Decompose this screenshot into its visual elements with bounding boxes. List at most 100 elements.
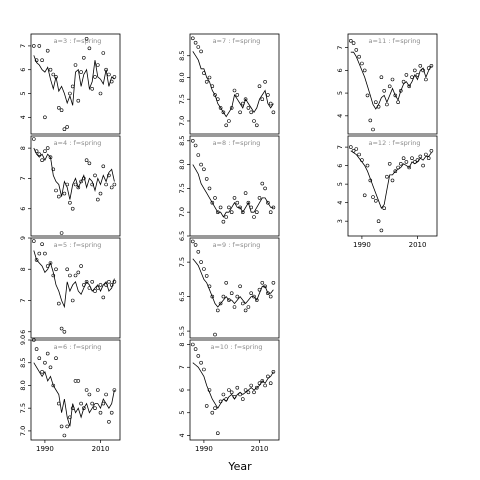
data-point <box>268 381 273 386</box>
data-point <box>56 401 61 406</box>
data-point <box>84 279 89 284</box>
panel-5: a=8 : f=spring 6.5 7.0 7.5 8.0 8.5 <box>178 135 280 241</box>
data-point <box>271 110 276 115</box>
data-point <box>382 206 387 210</box>
data-point <box>109 410 114 415</box>
data-point <box>90 87 94 91</box>
data-point <box>221 219 226 224</box>
data-point <box>348 38 353 43</box>
x-tick-label: 2010 <box>92 445 110 453</box>
data-point <box>65 182 69 187</box>
data-point <box>426 66 431 70</box>
data-point <box>79 179 83 184</box>
data-point <box>260 181 265 186</box>
data-point <box>199 162 203 167</box>
model-line <box>192 362 274 409</box>
data-point <box>31 44 36 48</box>
data-point <box>93 406 97 411</box>
y-tick-label: 6 <box>19 68 27 72</box>
panel-title: a=8 : f=spring <box>213 139 261 147</box>
data-point <box>96 197 100 202</box>
data-point <box>360 158 364 162</box>
data-point <box>59 424 64 429</box>
panel-frame <box>347 135 438 237</box>
data-point <box>70 84 75 89</box>
y-tick-label: 7.0 <box>178 116 186 126</box>
data-point <box>249 291 253 296</box>
data-point <box>90 401 94 406</box>
data-point <box>51 167 56 172</box>
x-tick-label: 1990 <box>353 241 371 249</box>
data-point <box>227 119 231 123</box>
data-point <box>210 200 215 205</box>
data-point <box>84 158 89 162</box>
model-line <box>350 51 432 110</box>
data-point <box>232 305 237 309</box>
panel-8: a=11 : f=spring 4 5 6 7 <box>336 33 438 135</box>
data-point <box>73 182 78 187</box>
data-point <box>98 91 103 96</box>
model-line <box>192 164 274 218</box>
data-point <box>227 205 231 210</box>
data-point <box>263 186 267 191</box>
x-tick-label: 1990 <box>195 445 213 453</box>
data-point <box>252 294 256 299</box>
data-point <box>418 154 423 159</box>
data-point <box>357 152 361 157</box>
data-point <box>426 156 431 160</box>
data-point <box>40 242 44 246</box>
data-point <box>224 397 228 401</box>
y-tick-label: 6.5 <box>178 291 186 301</box>
data-point <box>96 286 100 290</box>
data-point <box>56 106 61 110</box>
data-point <box>404 73 409 77</box>
panel-frame <box>189 135 280 237</box>
y-tick-label: 6 <box>178 388 186 392</box>
data-point <box>79 264 83 268</box>
data-point <box>235 200 240 205</box>
data-point <box>404 160 409 164</box>
data-point <box>112 388 117 392</box>
data-point <box>199 360 203 365</box>
data-point <box>379 228 384 233</box>
data-point <box>31 239 36 243</box>
data-point <box>191 239 195 244</box>
data-point <box>401 156 406 160</box>
data-point <box>260 97 265 101</box>
data-point <box>246 200 251 205</box>
panel-frame <box>189 339 280 441</box>
data-point <box>401 79 406 84</box>
data-point <box>227 388 231 392</box>
data-point <box>54 267 58 272</box>
data-point <box>59 326 64 331</box>
panel-6: a=9 : f=spring 5.5 6.5 7.5 <box>178 237 280 339</box>
y-tick-label: 7 <box>19 298 27 302</box>
data-point <box>196 354 201 358</box>
y-tick-label: 8 <box>178 342 186 346</box>
panel-0: a=3 : f=spring 4 5 6 7 <box>19 33 121 135</box>
y-tick-label: 7.5 <box>178 257 186 267</box>
data-point <box>271 205 276 210</box>
y-tick-label: 8 <box>19 146 27 150</box>
y-tick-label: 7 <box>19 44 27 48</box>
data-point <box>70 206 75 211</box>
panel-frame <box>30 33 121 135</box>
data-point <box>407 165 412 170</box>
data-point <box>210 410 215 415</box>
data-point <box>93 173 97 178</box>
data-point <box>393 169 398 173</box>
data-point <box>421 68 425 73</box>
data-point <box>385 174 389 179</box>
data-point <box>415 158 420 162</box>
data-point <box>387 162 392 166</box>
y-tick-label: 8.5 <box>178 51 186 61</box>
data-point <box>199 260 203 264</box>
data-point <box>266 200 270 205</box>
data-point <box>266 374 270 379</box>
data-point <box>82 406 86 411</box>
model-line <box>33 147 115 200</box>
data-point <box>263 383 267 388</box>
y-tick-label: 7.5 <box>178 183 186 193</box>
data-point <box>229 106 234 110</box>
data-point <box>351 41 356 45</box>
